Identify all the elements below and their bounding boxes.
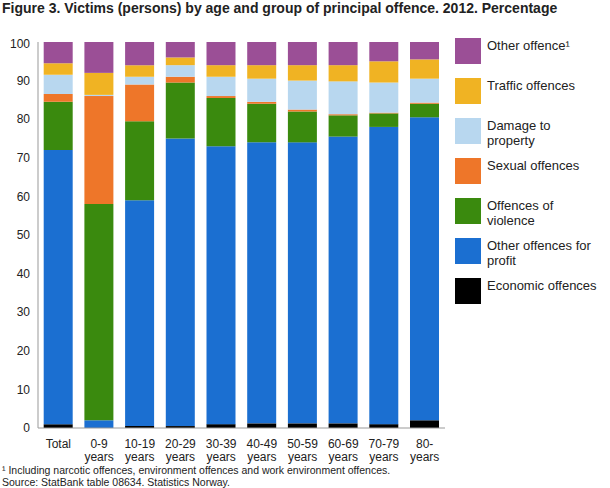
svg-text:40: 40 [17, 267, 31, 281]
svg-text:30-39years: 30-39years [206, 437, 237, 464]
svg-text:70-79years: 70-79years [369, 437, 400, 464]
svg-text:80: 80 [17, 112, 31, 126]
svg-text:Total: Total [46, 437, 71, 451]
html-text:Economic offences: Economic offences [487, 278, 597, 293]
svg-text:30: 30 [17, 305, 31, 319]
svg-text:10: 10 [17, 383, 31, 397]
svg-text:10-19years: 10-19years [124, 437, 155, 464]
svg-text:40-49years: 40-49years [246, 437, 277, 464]
html-text:Figure 3. Victims (persons) by: Figure 3. Victims (persons) by age and g… [2, 0, 558, 16]
svg-text:90: 90 [17, 74, 31, 88]
svg-text:50-59years: 50-59years [287, 437, 318, 464]
html-text:Traffic offences: Traffic offences [487, 78, 575, 93]
html-text:Other offences for profit: Other offences for profit [487, 238, 591, 268]
svg-text:50: 50 [17, 228, 31, 242]
svg-text:60: 60 [17, 190, 31, 204]
html-text:Other offence¹: Other offence¹ [487, 38, 570, 53]
svg-text:0-9years: 0-9years [84, 437, 113, 464]
svg-text:80-years: 80-years [410, 437, 439, 464]
html-text:Offences of violence: Offences of violence [487, 198, 554, 228]
html-text:¹ Including narcotic offences,: ¹ Including narcotic offences, environme… [2, 464, 391, 476]
svg-text:60-69years: 60-69years [328, 437, 359, 464]
svg-text:100: 100 [10, 37, 30, 51]
svg-text:20-29years: 20-29years [165, 437, 196, 464]
html-text:Source: StatBank table 08634.: Source: StatBank table 08634. Statistics… [2, 476, 230, 488]
html-text:Sexual offences: Sexual offences [487, 158, 580, 173]
svg-text:0: 0 [23, 421, 30, 435]
svg-text:70: 70 [17, 151, 31, 165]
html-text:Damage to property: Damage to property [487, 118, 551, 148]
svg-text:20: 20 [17, 344, 31, 358]
